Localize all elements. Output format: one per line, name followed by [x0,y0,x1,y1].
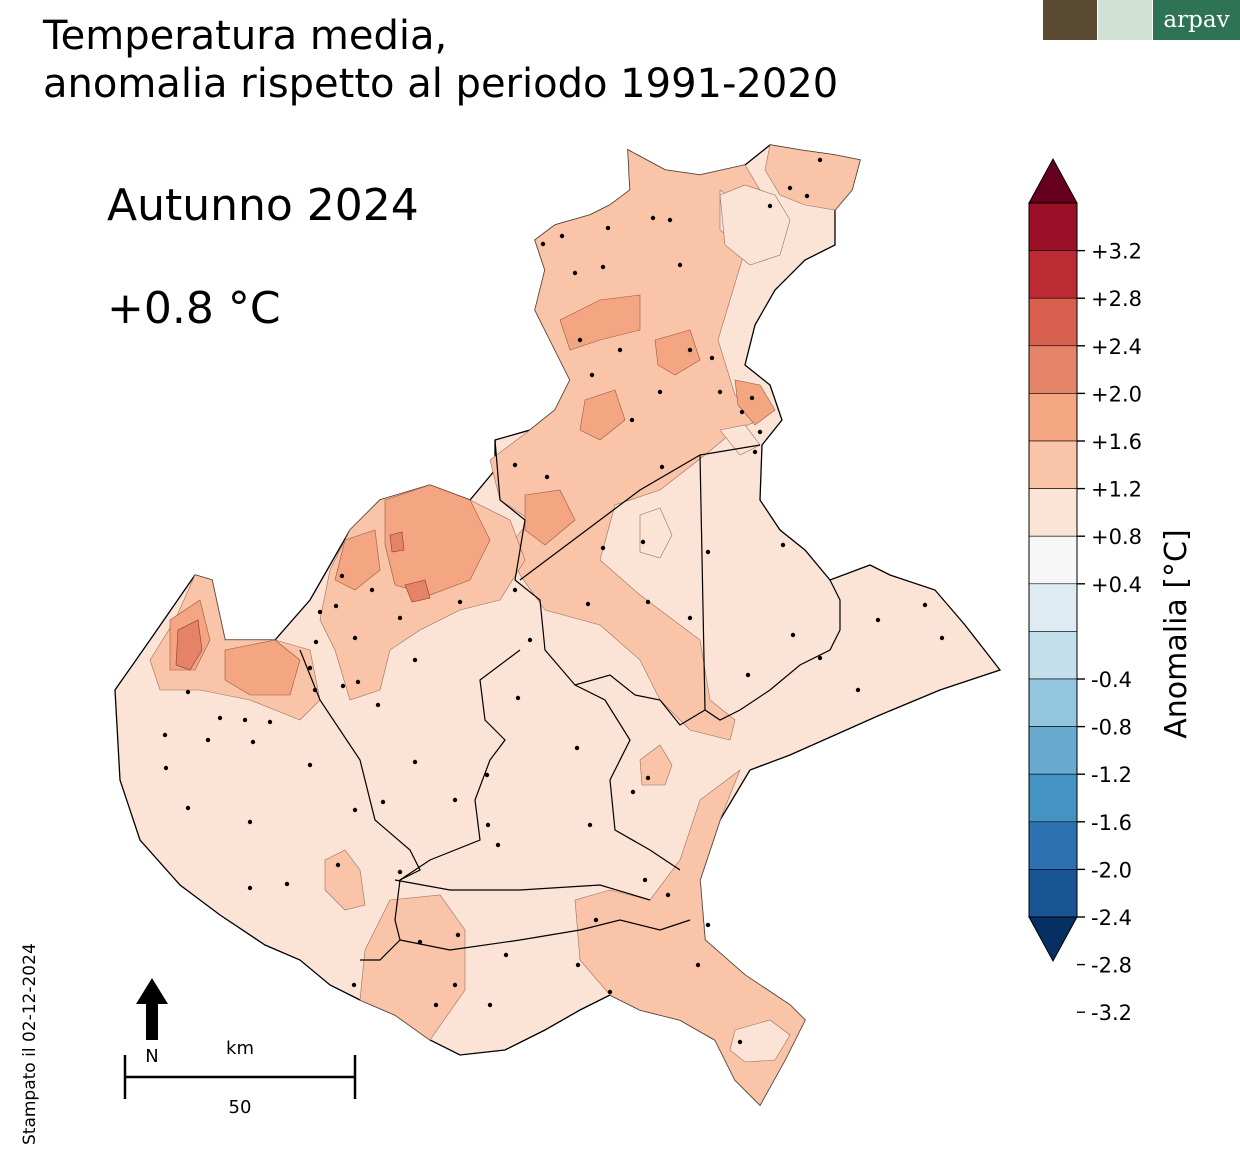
anomaly-zone-0-4-0-8-islands [639,184,791,1063]
colorbar-segment [1028,869,1078,918]
scale-bar: km 50 [123,1038,357,1118]
colorbar-tick-label: +0.8 [1091,525,1142,549]
colorbar-tick-label: +2.8 [1091,287,1142,311]
colorbar-extend-min [1028,916,1078,963]
colorbar-segment [1028,631,1078,680]
colorbar-outline [1028,202,1078,918]
mean-anomaly-value: +0.8 °C [107,283,281,334]
colorbar-segment [1028,440,1078,489]
colorbar-tick-label: +2.4 [1091,335,1142,359]
colorbar-extend-max [1028,157,1078,204]
north-arrow-label: N [145,1046,158,1067]
colorbar-segment [1028,345,1078,394]
colorbar-segment [1028,488,1078,537]
colorbar-title: Anomalia [°C] [1159,529,1194,738]
colorbar-tick-label: -1.2 [1091,763,1132,787]
title-line-1: Temperatura media, [43,13,448,59]
colorbar-tick-label: -2.8 [1091,954,1132,978]
title-line-2: anomalia rispetto al periodo 1991-2020 [43,61,839,107]
scale-bar-length: 50 [229,1097,252,1118]
anomaly-zone-1-6-2-0 [175,531,431,671]
colorbar-tick-label: +2.0 [1091,382,1142,406]
colorbar-tick-label: -0.8 [1091,716,1132,740]
north-arrow: N [136,978,168,1067]
colorbar-tick-label: +3.2 [1091,240,1142,264]
colorbar-tick-label: -3.2 [1091,1001,1132,1025]
colorbar-tick-label: -2.4 [1091,906,1132,930]
map-title: Temperatura media, anomalia rispetto al … [43,12,838,108]
province-borders [299,439,841,961]
colorbar-tick-label: +1.2 [1091,478,1142,502]
colorbar: +3.2 +2.8 +2.4 +2.0 +1.6 +1.2 +0.8 +0.4 -0.4 -0.8… [1028,157,1142,1025]
lion-logo [1043,0,1097,40]
colorbar-segment [1028,726,1078,775]
weather-stations [162,157,945,1045]
colorbar-segment [1028,821,1078,870]
colorbar-segment [1028,250,1078,299]
colorbar-segment [1028,583,1078,632]
colorbar-tick-label: +1.6 [1091,430,1142,454]
colorbar-segment [1028,773,1078,823]
colorbar-segment [1028,678,1078,727]
colorbar-segment [1028,297,1078,347]
colorbar-tick-label: -0.4 [1091,668,1132,692]
season-label: Autunno 2024 [107,180,419,231]
arpav-logo: arpav [1153,0,1240,40]
colorbar-tick-label: -1.6 [1091,811,1132,835]
colorbar-segment [1028,393,1078,442]
scale-bar-unit: km [226,1038,254,1059]
colorbar-tick-label: -2.0 [1091,858,1132,882]
colorbar-tick-label: +0.4 [1091,573,1142,597]
region-logo [1098,0,1152,40]
colorbar-segment [1028,202,1078,251]
colorbar-segment [1028,535,1078,585]
